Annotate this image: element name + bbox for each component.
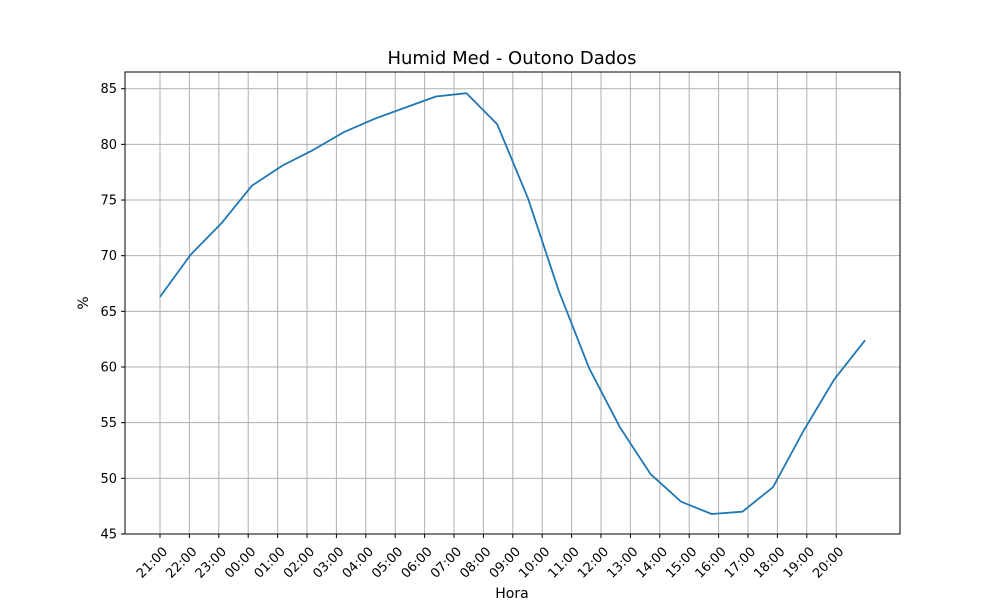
x-tick-label: 06:00 xyxy=(399,544,436,581)
series-line-humidity xyxy=(159,92,866,515)
x-tick-label: 08:00 xyxy=(457,544,494,581)
x-tick-label: 12:00 xyxy=(575,544,612,581)
x-tick-label: 16:00 xyxy=(693,544,730,581)
x-tick-label: 17:00 xyxy=(722,544,759,581)
x-tick-label: 01:00 xyxy=(252,544,289,581)
y-tick-label: 80 xyxy=(100,138,117,153)
y-tick-label: 85 xyxy=(100,82,117,97)
y-tick-label: 60 xyxy=(100,361,117,376)
x-tick-label: 20:00 xyxy=(810,544,847,581)
x-tick-label: 23:00 xyxy=(193,544,230,581)
x-tick-label: 18:00 xyxy=(751,544,788,581)
y-tick-label: 45 xyxy=(100,528,117,543)
x-tick-label: 10:00 xyxy=(516,544,553,581)
y-axis-label: % xyxy=(76,296,92,309)
x-tick-label: 22:00 xyxy=(163,544,200,581)
y-tick-label: 65 xyxy=(100,305,117,320)
y-tick-label: 50 xyxy=(100,472,117,487)
y-tick-label: 55 xyxy=(100,416,117,431)
x-tick-label: 09:00 xyxy=(487,544,524,581)
x-tick-label: 02:00 xyxy=(281,544,318,581)
x-tick-label: 14:00 xyxy=(634,544,671,581)
y-tick-label: 70 xyxy=(100,249,117,264)
x-axis-label: Hora xyxy=(495,586,528,600)
series-group xyxy=(159,92,866,515)
x-tick-label: 00:00 xyxy=(222,544,259,581)
x-tick-label: 19:00 xyxy=(781,544,818,581)
x-tick-label: 15:00 xyxy=(663,544,700,581)
x-axis-ticks: 21:0022:0023:0000:0001:0002:0003:0004:00… xyxy=(134,534,847,582)
y-tick-label: 75 xyxy=(100,194,117,209)
x-tick-label: 04:00 xyxy=(340,544,377,581)
chart-title: Humid Med - Outono Dados xyxy=(387,48,636,69)
x-tick-label: 03:00 xyxy=(310,544,347,581)
grid-vertical xyxy=(159,72,837,534)
x-tick-label: 21:00 xyxy=(134,544,171,581)
x-tick-label: 11:00 xyxy=(546,544,583,581)
y-axis-ticks: 45 50 55 60 65 70 75 80 85 xyxy=(100,82,125,543)
x-tick-label: 05:00 xyxy=(369,544,406,581)
x-tick-label: 13:00 xyxy=(604,544,641,581)
x-tick-label: 07:00 xyxy=(428,544,465,581)
